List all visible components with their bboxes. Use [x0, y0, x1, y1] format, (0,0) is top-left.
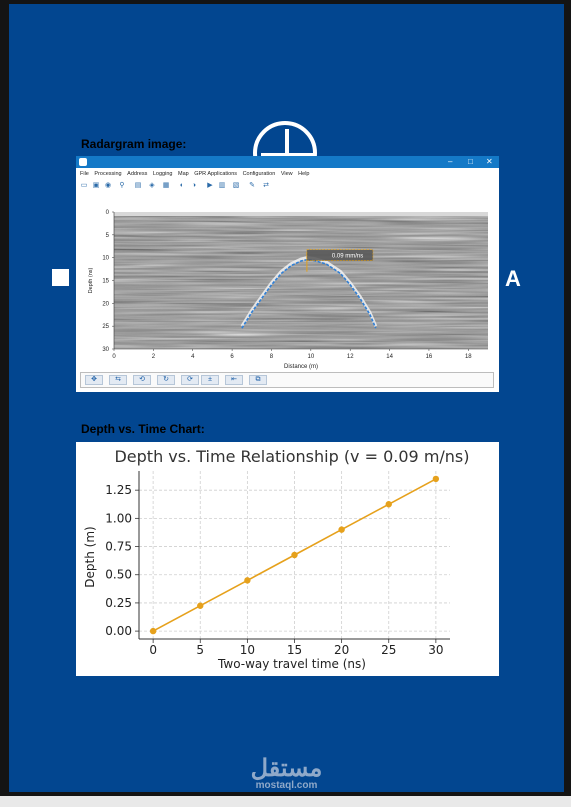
chart-ytick-label: 0.75: [105, 540, 132, 554]
chart-xtick-label: 20: [334, 643, 349, 657]
radar-ylabel: Depth (ns): [88, 267, 94, 293]
menu-address[interactable]: Address: [127, 171, 148, 177]
chart-xlabel: Two-way travel time (ns): [217, 657, 366, 671]
eye-icon[interactable]: ◉: [104, 182, 112, 189]
menu-gpr-applications[interactable]: GPR Applications: [194, 171, 238, 177]
menu-view[interactable]: View: [280, 171, 293, 177]
radargram-label: Radargram image:: [81, 137, 187, 151]
depth-time-chart: Depth vs. Time Relationship (v = 0.09 m/…: [83, 447, 470, 671]
radar-ytick-label: 25: [102, 324, 109, 330]
radar-xlabel: Distance (m): [284, 364, 318, 370]
refresh-icon[interactable]: ↻: [157, 375, 175, 385]
arrow-icon[interactable]: ⇄: [263, 182, 269, 189]
grid-icon[interactable]: ▥: [218, 182, 226, 189]
radar-xtick-label: 8: [270, 354, 274, 360]
chart-xtick-label: 0: [149, 643, 157, 657]
velocity-annotation: 0.09 mm/ns: [332, 254, 363, 260]
reload-icon[interactable]: ⟳: [181, 375, 199, 385]
bottom-toolbar: ✥ ⇆ ⟲ ↻ ⟳ ± ⇤ ⧉: [80, 372, 494, 388]
depth-data-point: [432, 475, 440, 483]
radar-xtick-label: 12: [347, 354, 354, 360]
chart-ytick-label: 1.25: [105, 483, 132, 497]
play-icon[interactable]: ▶: [207, 182, 213, 189]
radar-ytick-label: 20: [102, 301, 109, 307]
depth-data-point: [338, 526, 345, 533]
image-icon[interactable]: ▤: [134, 182, 142, 189]
depth-data-point: [385, 501, 392, 508]
table-icon[interactable]: ▦: [162, 182, 170, 189]
minimize-button[interactable]: –: [448, 157, 453, 166]
app-logo-icon: [79, 158, 87, 166]
radar-xtick-label: 6: [230, 354, 234, 360]
radar-ytick-label: 5: [106, 233, 110, 239]
watermark-latin: mostaql.com: [255, 780, 318, 791]
menu-configuration[interactable]: Configuration: [242, 171, 276, 177]
menu-file[interactable]: File: [80, 171, 89, 177]
settings-icon[interactable]: ▧: [232, 182, 240, 189]
chart-label: Depth vs. Time Chart:: [81, 422, 205, 436]
rotate-icon[interactable]: ⟲: [133, 375, 151, 385]
chart-ytick-label: 0.00: [105, 624, 132, 638]
bottom-bar: [0, 796, 571, 807]
chart-xtick-label: 5: [196, 643, 204, 657]
chart-xtick-label: 30: [428, 643, 443, 657]
document-page: A Radargram image: – □ ✕ File Processing…: [9, 4, 564, 792]
view-icon[interactable]: ◐: [179, 182, 185, 189]
plus-minus-icon[interactable]: ±: [201, 375, 219, 385]
close-button[interactable]: ✕: [486, 157, 493, 166]
chart-ylabel: Depth (m): [83, 526, 97, 587]
export-icon[interactable]: ◑: [191, 182, 197, 189]
radar-xtick-label: 4: [191, 354, 195, 360]
pan-icon[interactable]: ⇆: [109, 375, 127, 385]
move-icon[interactable]: ✥: [85, 375, 103, 385]
depth-data-point: [197, 602, 204, 609]
chart-xtick-label: 25: [381, 643, 396, 657]
menubar: File Processing Address Logging Map GPR …: [76, 169, 309, 179]
radar-ytick-label: 30: [102, 347, 109, 353]
depth-data-point: [291, 551, 298, 559]
save-icon[interactable]: ▣: [92, 182, 100, 189]
gpr-app-window: – □ ✕ File Processing Address Logging Ma…: [76, 156, 499, 392]
menu-help[interactable]: Help: [298, 171, 310, 177]
radar-ytick-label: 15: [102, 279, 109, 285]
depth-data-point: [149, 627, 157, 635]
copy-icon[interactable]: ⧉: [249, 375, 267, 385]
radargram-plot: 0.09 mm/ns 0 2 4 6 8 10 12 14 16 18 0 5 10 15 20 25 30 Di…: [88, 210, 488, 370]
white-square-marker: [52, 269, 69, 286]
chart-ytick-label: 1.00: [105, 511, 132, 525]
side-letter: A: [505, 266, 521, 291]
chart-ytick-label: 0.50: [105, 568, 132, 582]
radar-xtick-label: 0: [112, 354, 116, 360]
menu-processing[interactable]: Processing: [94, 171, 122, 177]
velocity-annotation-box: [306, 249, 374, 261]
menu-logging[interactable]: Logging: [152, 171, 173, 177]
radar-xtick-label: 16: [426, 354, 433, 360]
app-titlebar: – □ ✕: [76, 156, 499, 168]
depth-data-point: [244, 577, 251, 584]
chart-title: Depth vs. Time Relationship (v = 0.09 m/…: [114, 447, 469, 466]
radar-ytick-label: 0: [106, 210, 110, 216]
menu-map[interactable]: Map: [177, 171, 189, 177]
chart-xtick-label: 10: [240, 643, 255, 657]
layers-icon[interactable]: ◈: [149, 182, 155, 189]
chart-xtick-label: 15: [287, 643, 302, 657]
radar-xtick-label: 10: [307, 354, 314, 360]
new-icon[interactable]: ▭: [80, 182, 88, 189]
shift-icon[interactable]: ⇤: [225, 375, 243, 385]
chart-container: Depth vs. Time Relationship (v = 0.09 m/…: [76, 442, 499, 676]
radar-xtick-label: 14: [386, 354, 393, 360]
chart-ytick-label: 0.25: [105, 596, 132, 610]
radar-xtick-label: 2: [152, 354, 156, 360]
zoom-icon[interactable]: ⚲: [119, 182, 125, 189]
maximize-button[interactable]: □: [468, 157, 473, 166]
radar-ytick-label: 10: [102, 256, 109, 262]
measure-icon[interactable]: ✎: [249, 182, 255, 189]
watermark-arabic: مستقل: [250, 755, 323, 782]
radar-xtick-label: 18: [465, 354, 472, 360]
